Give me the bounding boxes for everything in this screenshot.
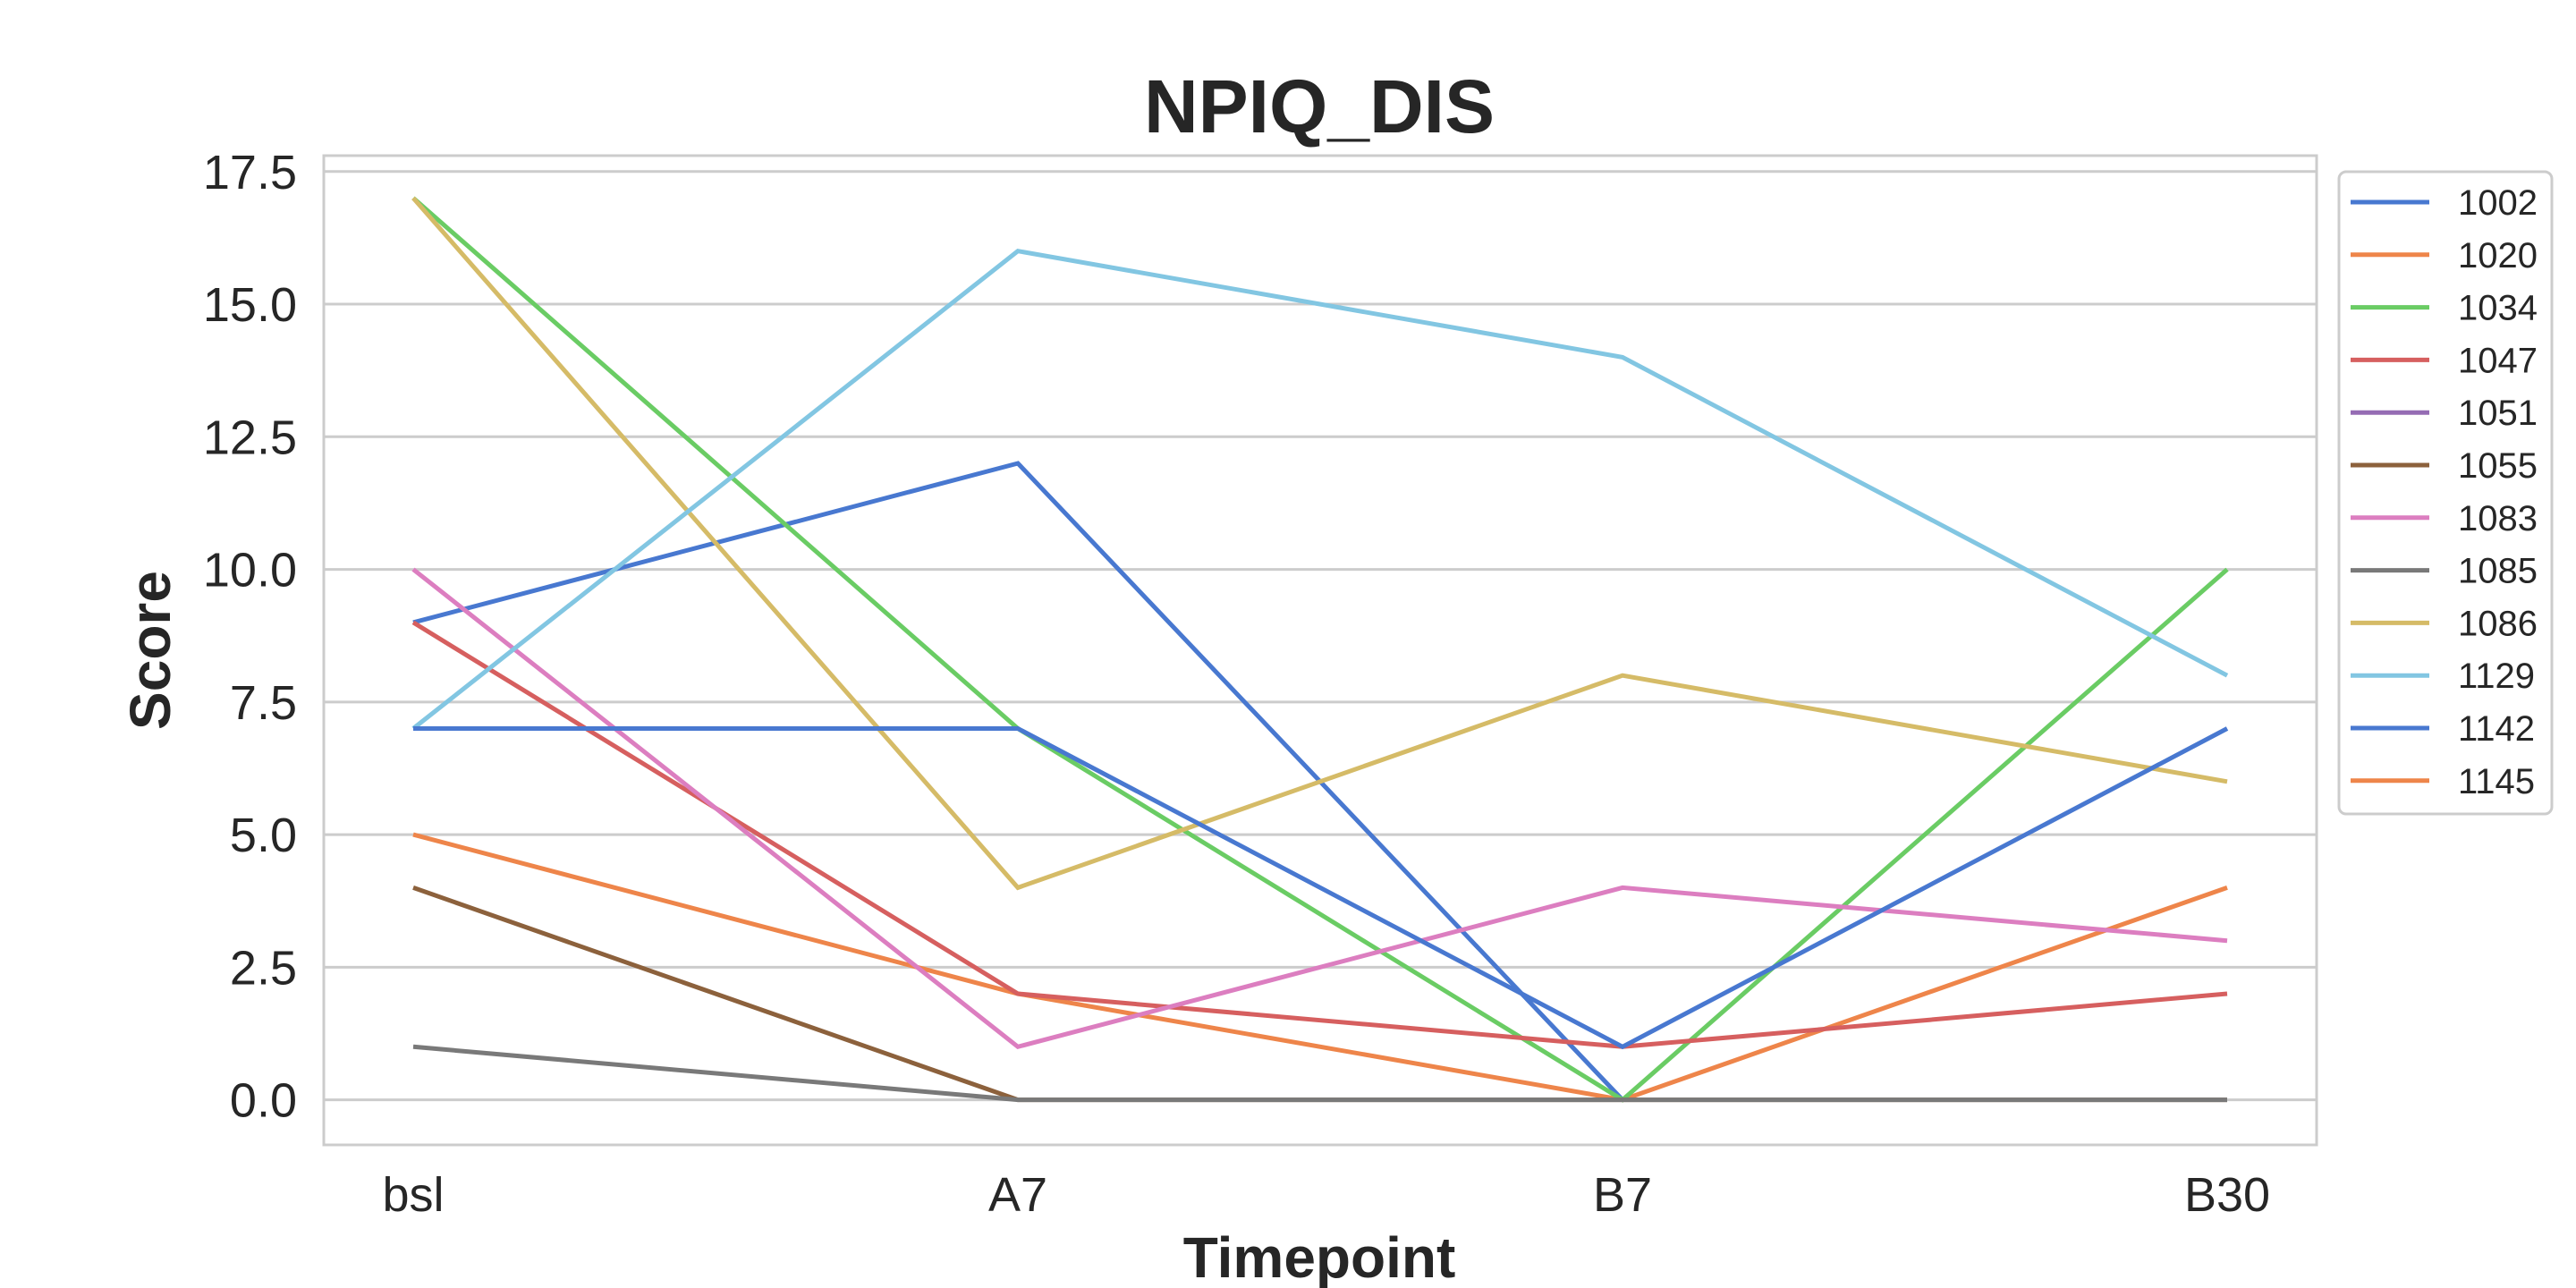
y-axis-label: Score xyxy=(118,571,182,730)
series-line-1142 xyxy=(413,726,2229,1050)
y-tick-labels: 0.0 2.5 5.0 7.5 10.0 12.5 15.0 17.5 xyxy=(203,146,297,1128)
x-tick-labels: bsl A7 B7 B30 xyxy=(382,1168,2270,1222)
legend-label: 1055 xyxy=(2458,446,2538,486)
x-axis-label: Timepoint xyxy=(1183,1225,1456,1288)
legend-label: 1083 xyxy=(2458,499,2538,538)
x-tick-label: B30 xyxy=(2184,1168,2270,1222)
y-tick-label: 15.0 xyxy=(203,278,297,332)
legend-label: 1002 xyxy=(2458,183,2538,223)
series-line-1034 xyxy=(411,196,2229,1103)
plot-frame xyxy=(322,154,2318,1147)
y-tick-label: 0.0 xyxy=(230,1074,297,1128)
legend-label: 1034 xyxy=(2458,289,2538,328)
y-tick-label: 2.5 xyxy=(230,941,297,995)
y-tick-label: 17.5 xyxy=(203,146,297,199)
series-line-1129 xyxy=(411,249,2229,731)
series-line-1083 xyxy=(411,567,2228,1050)
legend-label: 1020 xyxy=(2458,236,2538,275)
legend-label: 1142 xyxy=(2458,709,2535,749)
legend-label: 1129 xyxy=(2458,657,2535,696)
series-lines xyxy=(411,196,2229,1103)
series-line-1086 xyxy=(411,196,2228,891)
legend-frame xyxy=(2337,170,2554,816)
legend: 1002 1020 1034 1047 1051 1055 1083 1085 1086 1129… xyxy=(2337,170,2554,816)
x-tick-label: A7 xyxy=(988,1168,1047,1222)
y-tick-label: 7.5 xyxy=(230,676,297,730)
series-line-1085 xyxy=(412,1044,2227,1103)
chart-title: NPIQ_DIS xyxy=(1144,64,1495,148)
legend-label: 1047 xyxy=(2458,341,2538,380)
y-tick-label: 5.0 xyxy=(230,809,297,862)
y-tick-label: 12.5 xyxy=(203,411,297,464)
legend-label: 1051 xyxy=(2458,394,2538,433)
x-tick-label: B7 xyxy=(1593,1168,1652,1222)
legend-label: 1085 xyxy=(2458,552,2538,591)
grid-lines xyxy=(324,170,2317,1102)
series-line-1020 xyxy=(412,832,2228,1103)
legend-label: 1145 xyxy=(2458,762,2535,801)
series-line-1055 xyxy=(412,886,2227,1103)
series-line-1002 xyxy=(412,461,1624,1102)
x-tick-label: bsl xyxy=(382,1168,444,1222)
legend-label: 1086 xyxy=(2458,604,2538,643)
y-tick-label: 10.0 xyxy=(203,544,297,597)
